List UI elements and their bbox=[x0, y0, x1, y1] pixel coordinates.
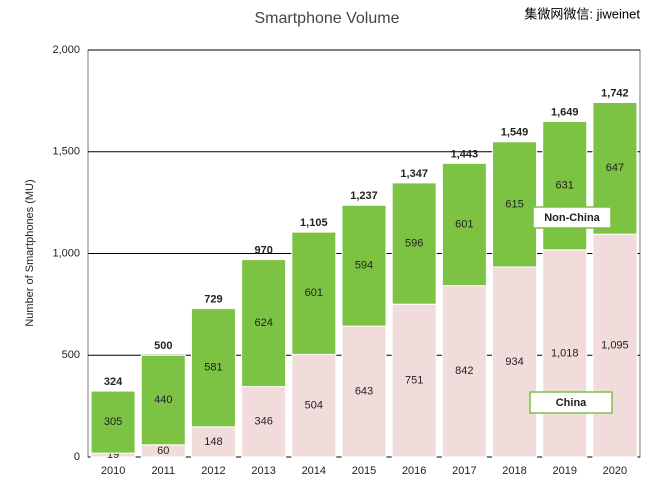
y-tick-label: 1,000 bbox=[52, 247, 80, 259]
legend-box bbox=[529, 391, 613, 414]
y-tick-label: 0 bbox=[74, 451, 80, 463]
data-label: 601 bbox=[455, 218, 473, 230]
data-label: 594 bbox=[355, 260, 373, 272]
total-label: 1,443 bbox=[451, 148, 479, 160]
data-label: 615 bbox=[505, 198, 523, 210]
total-label: 1,742 bbox=[601, 87, 629, 99]
bar-segment bbox=[291, 353, 337, 458]
legend-label: Non-China bbox=[544, 212, 600, 224]
data-label: 647 bbox=[606, 162, 624, 174]
bar-segment bbox=[241, 259, 287, 388]
bar-segment bbox=[492, 266, 538, 458]
legend-box bbox=[532, 206, 612, 229]
bar-segment bbox=[190, 308, 236, 428]
total-label: 970 bbox=[254, 245, 272, 257]
data-label: 305 bbox=[104, 416, 122, 428]
bar-segment bbox=[391, 303, 437, 458]
data-label: 60 bbox=[157, 445, 169, 457]
total-label: 324 bbox=[104, 376, 123, 388]
y-tick-label: 1,500 bbox=[52, 146, 80, 158]
x-tick-label: 2017 bbox=[452, 465, 476, 477]
total-label: 1,237 bbox=[350, 190, 378, 202]
bar-segment bbox=[241, 386, 287, 458]
data-label: 751 bbox=[405, 374, 423, 386]
data-label: 440 bbox=[154, 394, 172, 406]
x-tick-label: 2016 bbox=[402, 465, 426, 477]
data-label: 1,018 bbox=[551, 347, 579, 359]
total-label: 729 bbox=[204, 294, 222, 306]
bar-segment bbox=[90, 390, 136, 454]
bar-segment bbox=[592, 233, 638, 458]
data-label: 643 bbox=[355, 385, 373, 397]
bar-segment bbox=[291, 231, 337, 355]
total-label: 1,105 bbox=[300, 217, 328, 229]
total-label: 1,347 bbox=[400, 168, 428, 180]
bar-segment bbox=[492, 141, 538, 268]
y-axis-label: Number of Smartphones (MU) bbox=[24, 179, 36, 326]
data-label: 1,095 bbox=[601, 339, 629, 351]
bar-segment bbox=[542, 249, 588, 458]
y-tick-label: 2,000 bbox=[52, 44, 80, 56]
data-label: 596 bbox=[405, 237, 423, 249]
bar-segment bbox=[341, 325, 387, 458]
total-label: 1,649 bbox=[551, 106, 579, 118]
bar-segment bbox=[391, 182, 437, 305]
x-tick-label: 2018 bbox=[502, 465, 526, 477]
x-tick-label: 2015 bbox=[352, 465, 376, 477]
y-tick-label: 500 bbox=[62, 349, 80, 361]
x-tick-label: 2019 bbox=[552, 465, 576, 477]
data-label: 346 bbox=[254, 416, 272, 428]
data-label: 581 bbox=[204, 362, 222, 374]
x-tick-label: 2014 bbox=[302, 465, 326, 477]
x-tick-label: 2010 bbox=[101, 465, 125, 477]
data-label: 631 bbox=[556, 180, 574, 192]
x-tick-label: 2011 bbox=[151, 465, 175, 477]
x-tick-label: 2013 bbox=[251, 465, 275, 477]
x-tick-label: 2020 bbox=[603, 465, 627, 477]
data-label: 148 bbox=[204, 436, 222, 448]
bar-segment bbox=[441, 162, 487, 287]
data-label: 934 bbox=[505, 356, 523, 368]
data-label: 624 bbox=[254, 317, 272, 329]
total-label: 1,549 bbox=[501, 127, 529, 139]
data-label: 842 bbox=[455, 365, 473, 377]
legend-label: China bbox=[556, 397, 587, 409]
data-label: 504 bbox=[305, 400, 323, 412]
watermark: 集微网微信: jiweinet bbox=[524, 6, 640, 21]
bar-segment bbox=[140, 354, 186, 446]
total-label: 500 bbox=[154, 340, 172, 352]
bar-segment bbox=[441, 285, 487, 458]
chart-title: Smartphone Volume bbox=[255, 10, 400, 27]
bar-segment bbox=[190, 426, 236, 458]
data-label: 601 bbox=[305, 287, 323, 299]
x-tick-label: 2012 bbox=[201, 465, 225, 477]
bar-segment bbox=[341, 204, 387, 327]
